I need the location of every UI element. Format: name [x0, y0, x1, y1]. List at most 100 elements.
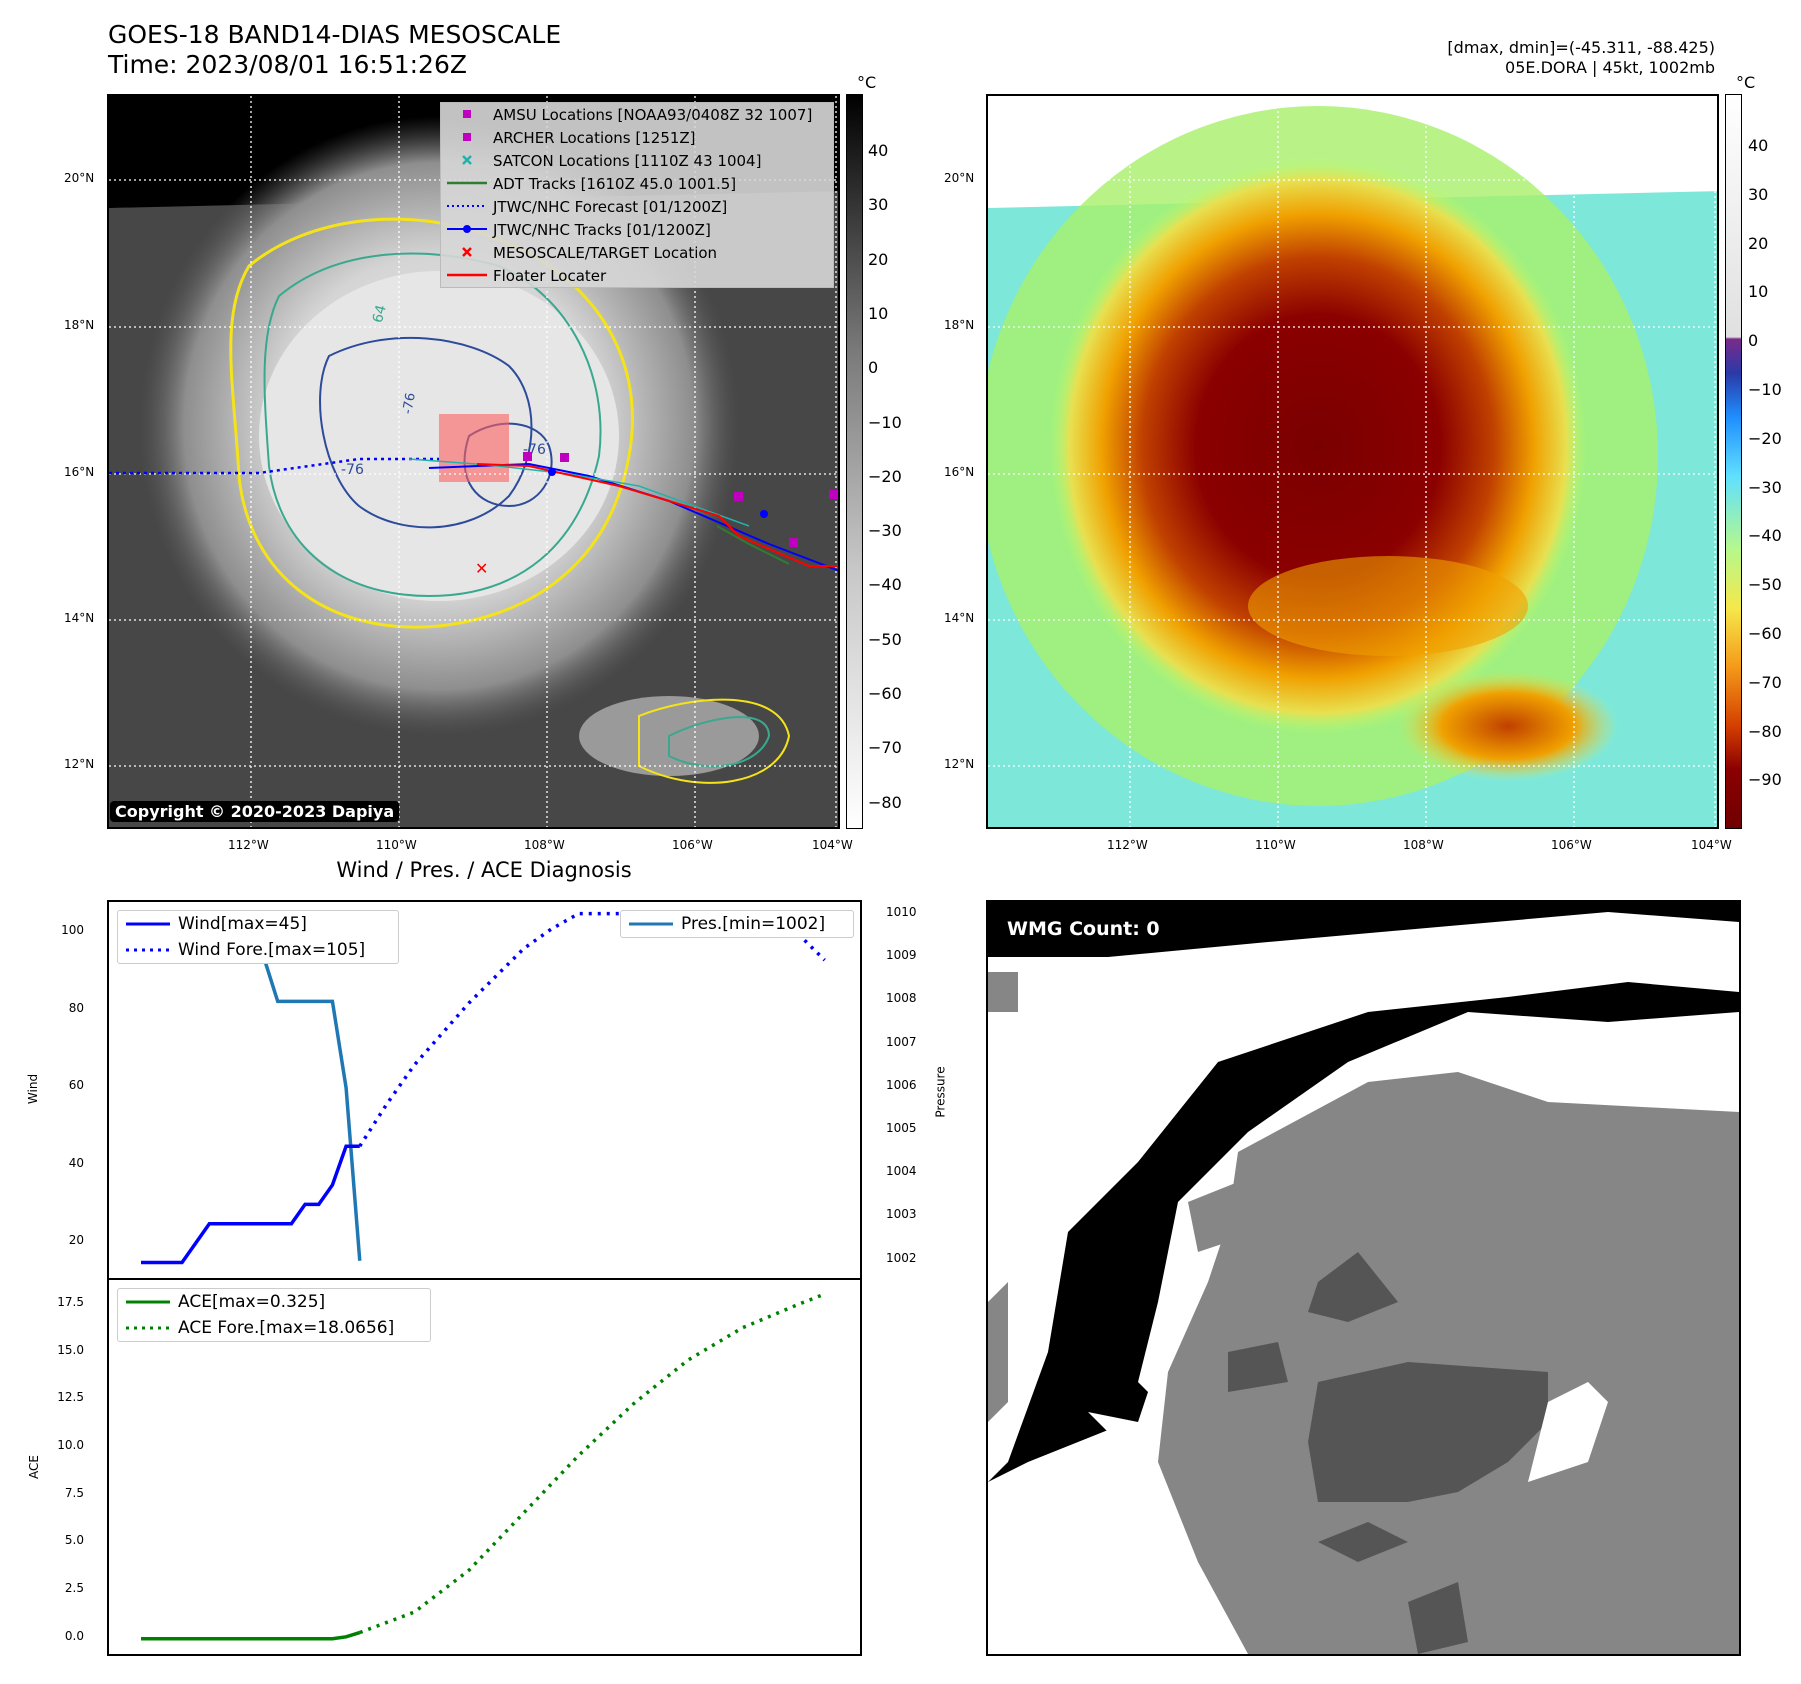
color-colorbar-tick: 20: [1748, 233, 1769, 253]
legend-item-adt: ADT Tracks [1610Z 45.0 1001.5]: [441, 172, 833, 195]
legend-item-jtwc-tracks: JTWC/NHC Tracks [01/1200Z]: [441, 218, 833, 241]
figure-title-line2: Time: 2023/08/01 16:51:26Z: [108, 50, 467, 79]
ace-svg: [141, 1292, 826, 1641]
ir-lon-label-112w: 112°W: [228, 838, 269, 852]
dotted-line-icon: [118, 937, 178, 963]
color-colorbar-tick: −60: [1748, 624, 1782, 643]
pressure-axis-label: Pressure: [933, 1066, 948, 1118]
color-lon-label-106w: 106°W: [1551, 838, 1592, 852]
ir-lat-label-20n: 20°N: [64, 171, 95, 185]
pressure-series-line: [141, 913, 362, 1261]
square-marker-icon: [441, 103, 493, 126]
wmg-image: [988, 902, 1739, 1654]
ir-colorbar-tick: 30: [868, 195, 889, 215]
ace-tick-label: 15.0: [57, 1342, 84, 1357]
solid-line-icon: [118, 1289, 178, 1315]
storm-info-text: 05E.DORA | 45kt, 1002mb: [1505, 58, 1715, 77]
ir-colorbar-tick: 0: [868, 358, 879, 378]
ace-tick-label: 5.0: [64, 1533, 84, 1548]
pressure-tick-label: 1008: [886, 991, 917, 1006]
ir-colorbar-tick: −30: [868, 521, 902, 541]
dotted-line-icon: [441, 195, 493, 218]
color-colorbar-tick: −30: [1748, 477, 1782, 497]
pressure-tick-label: 1002: [886, 1250, 917, 1265]
copyright-badge: Copyright © 2020-2023 Dapiya: [110, 801, 400, 822]
ir-colorbar-tick: −80: [868, 792, 902, 812]
wind-tick-label: 20: [68, 1233, 84, 1248]
ir-colorbar: [846, 94, 863, 829]
color-colorbar-tick: −70: [1748, 672, 1782, 692]
wind-axis-label: Wind: [26, 1073, 41, 1105]
legend-item-ace: ACE[max=0.325]: [118, 1289, 430, 1315]
legend-item-ace-forecast: ACE Fore.[max=18.0656]: [118, 1315, 430, 1341]
storm-summary: [dmax, dmin]=(-45.311, -88.425) 05E.DORA…: [1447, 38, 1715, 78]
line-marker-icon: [441, 264, 493, 287]
color-lon-label-108w: 108°W: [1403, 838, 1444, 852]
wind-legend: Wind[max=45] Wind Fore.[max=105]: [117, 910, 399, 964]
color-colorbar-tick: 0: [1748, 331, 1759, 351]
pressure-tick-label: 1006: [886, 1077, 917, 1092]
ace-legend: ACE[max=0.325] ACE Fore.[max=18.0656]: [117, 1288, 431, 1342]
ir-lat-label-16n: 16°N: [64, 465, 95, 479]
ir-lon-label-106w: 106°W: [672, 838, 713, 852]
color-lat-label-20n: 20°N: [944, 171, 975, 185]
color-lat-label-16n: 16°N: [944, 465, 975, 479]
ace-tick-label: 10.0: [57, 1437, 84, 1452]
pressure-tick-label: 1003: [886, 1207, 917, 1222]
ace-tick-label: 12.5: [57, 1390, 84, 1405]
square-marker-icon: [441, 126, 493, 149]
ace-forecast-series-line: [359, 1292, 826, 1635]
line-dot-marker-icon: [441, 218, 493, 241]
legend-item-archer: ARCHER Locations [1251Z]: [441, 126, 833, 149]
color-enhanced-image: [988, 96, 1717, 827]
figure-title: GOES-18 BAND14-DIAS MESOSCALE Time: 2023…: [108, 20, 561, 80]
legend-item-floater: Floater Locater: [441, 264, 833, 287]
contour-label-neg76: -76: [523, 442, 546, 458]
ace-axis-label: ACE: [26, 1455, 41, 1479]
ir-lon-label-110w: 110°W: [376, 838, 417, 852]
pressure-tick-label: 1009: [886, 948, 917, 963]
dmax-dmin-text: [dmax, dmin]=(-45.311, -88.425): [1447, 38, 1715, 57]
contour-label-neg76-2: -76: [341, 462, 364, 478]
ir-colorbar-tick: −20: [868, 466, 902, 486]
legend-item-mesoscale: MESOSCALE/TARGET Location: [441, 241, 833, 264]
svg-text:✕: ✕: [475, 559, 488, 578]
wmg-count-label: WMG Count: 0: [1007, 918, 1160, 940]
ir-colorbar-tick: −10: [868, 412, 902, 432]
color-colorbar: [1725, 94, 1742, 829]
ace-tick-label: 17.5: [57, 1294, 84, 1309]
ace-tick-label: 2.5: [64, 1581, 84, 1596]
solid-line-icon: [621, 911, 681, 937]
wmg-panel: [986, 900, 1741, 1656]
legend-item-satcon: SATCON Locations [1110Z 43 1004]: [441, 149, 833, 172]
color-colorbar-tick: −10: [1748, 380, 1782, 399]
color-colorbar-tick: −50: [1748, 575, 1782, 595]
ir-lon-label-104w: 104°W: [812, 838, 853, 852]
x-marker-icon: [441, 149, 493, 172]
ir-colorbar-tick: 20: [868, 249, 889, 269]
ir-colorbar-tick: −70: [868, 738, 902, 758]
color-enhanced-panel: [986, 94, 1719, 829]
pressure-tick-label: 1010: [886, 904, 917, 919]
color-colorbar-tick: 30: [1748, 184, 1769, 204]
ir-colorbar-tick: −40: [868, 575, 902, 595]
legend-item-amsu: AMSU Locations [NOAA93/0408Z 32 1007]: [441, 103, 833, 126]
legend-item-jtwc-forecast: JTWC/NHC Forecast [01/1200Z]: [441, 195, 833, 218]
pressure-tick-label: 1004: [886, 1164, 917, 1179]
color-colorbar-tick: −20: [1748, 428, 1782, 448]
color-colorbar-tick: −40: [1748, 526, 1782, 546]
ir-colorbar-tick: −50: [868, 629, 902, 649]
line-marker-icon: [441, 172, 493, 195]
ir-colorbar-tick: 10: [868, 303, 889, 323]
ir-colorbar-tick: −60: [868, 684, 902, 703]
color-colorbar-tick: −90: [1748, 770, 1782, 790]
ir-colorbar-tick: 40: [868, 141, 889, 160]
ir-colorbar-unit: °C: [857, 73, 877, 92]
wind-series-line: [141, 1144, 360, 1265]
color-colorbar-tick: 40: [1748, 136, 1769, 155]
color-lat-label-18n: 18°N: [944, 318, 975, 332]
pressure-tick-label: 1007: [886, 1034, 917, 1049]
ir-lat-label-12n: 12°N: [64, 757, 95, 771]
ace-tick-label: 0.0: [64, 1628, 84, 1643]
ir-legend: AMSU Locations [NOAA93/0408Z 32 1007] AR…: [440, 102, 834, 288]
